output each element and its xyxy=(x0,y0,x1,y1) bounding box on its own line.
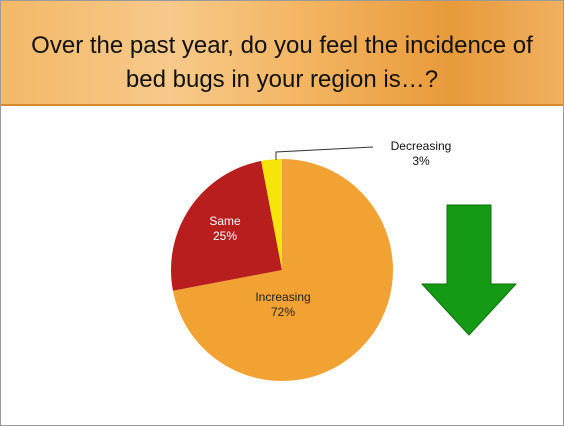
leader-line xyxy=(275,146,374,160)
arrow xyxy=(420,204,518,336)
pie-slice xyxy=(172,159,393,382)
pie-slice xyxy=(261,159,282,270)
slice-label: Increasing xyxy=(255,290,310,304)
slice-value: 25% xyxy=(213,229,237,243)
title-banner: Over the past year, do you feel the inci… xyxy=(1,1,563,106)
slice-value: 72% xyxy=(271,305,295,319)
pie-slice xyxy=(170,160,282,291)
chart-title: Over the past year, do you feel the inci… xyxy=(31,32,533,93)
slice-label: Decreasing xyxy=(391,139,452,153)
slice-label: Same xyxy=(209,214,241,228)
slice-value: 3% xyxy=(412,154,430,168)
